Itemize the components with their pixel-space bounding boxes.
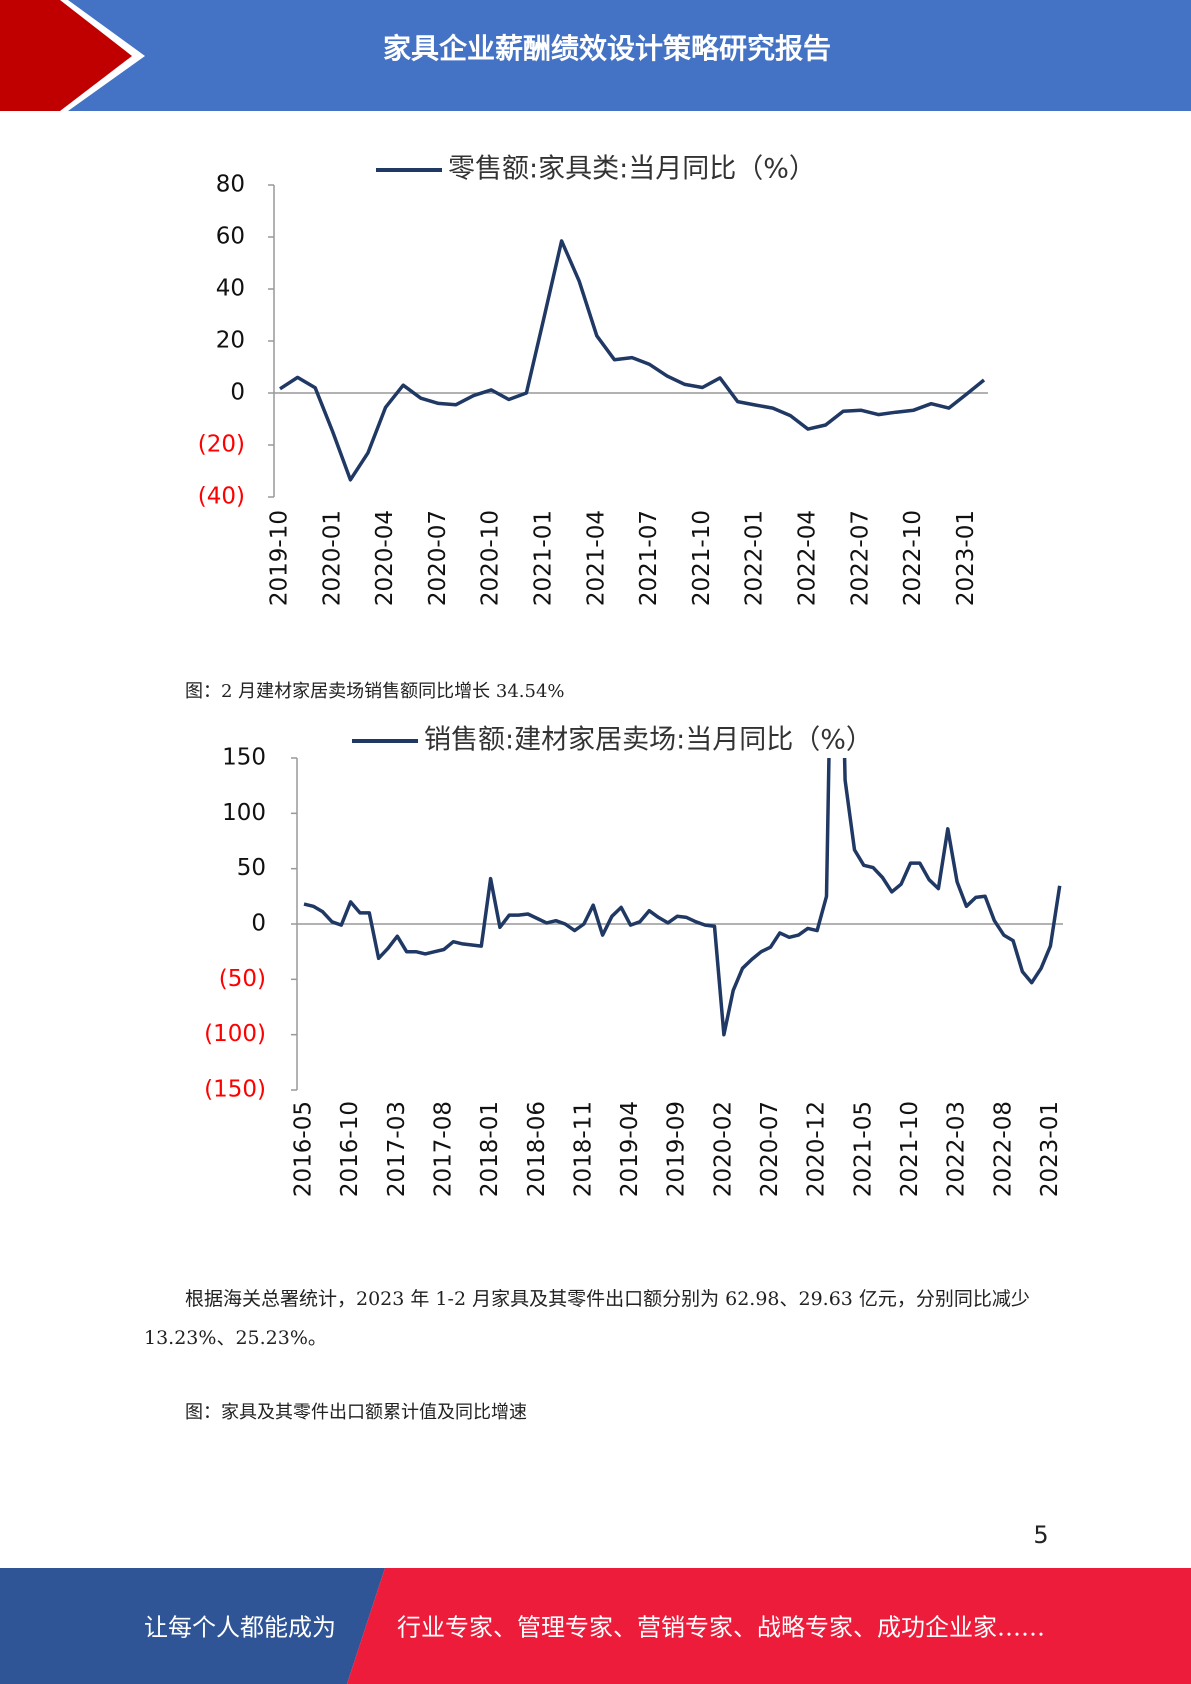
x-tick-label: 2020-07: [757, 1101, 783, 1197]
y-tick-label: (150): [204, 1077, 266, 1103]
x-tick-label: 2021-01: [531, 510, 557, 606]
y-tick-label: (40): [198, 484, 245, 510]
caption: 图：2 月建材家居卖场销售额同比增长 34.54%: [185, 681, 565, 702]
x-tick-label: 2017-03: [384, 1101, 410, 1197]
series-line: [303, 758, 1062, 1037]
x-tick-label: 2020-12: [804, 1101, 830, 1197]
x-tick-label: 2021-07: [636, 510, 662, 606]
y-tick-label: 20: [216, 328, 245, 354]
x-tick-label: 2018-06: [524, 1101, 550, 1197]
x-tick-label: 2021-05: [850, 1101, 876, 1197]
y-tick-label: (20): [198, 432, 245, 458]
footer-left: 让每个人都能成为: [144, 1614, 336, 1642]
x-tick-label: 2022-08: [990, 1101, 1016, 1197]
x-tick-label: 2020-10: [478, 510, 504, 606]
y-tick-label: 0: [230, 380, 245, 406]
x-tick-label: 2022-04: [795, 510, 821, 606]
footer-right: 行业专家、管理专家、营销专家、战略专家、成功企业家……: [397, 1614, 1045, 1642]
y-tick-label: 0: [251, 911, 266, 937]
y-tick-label: 60: [216, 224, 245, 250]
x-tick-label: 2020-04: [372, 510, 398, 606]
x-tick-label: 2020-01: [319, 510, 345, 606]
paragraph: 根据海关总署统计，2023 年 1-2 月家具及其零件出口额分别为 62.98、…: [144, 1288, 1030, 1349]
x-tick-label: 2019-09: [664, 1101, 690, 1197]
header-mark: [0, 0, 132, 111]
caption: 图：家具及其零件出口额累计值及同比增速: [185, 1402, 527, 1423]
x-tick-label: 2019-04: [617, 1101, 643, 1197]
x-tick-label: 2021-04: [583, 510, 609, 606]
x-tick-label: 2016-10: [337, 1101, 363, 1197]
x-tick-label: 2018-01: [477, 1101, 503, 1197]
y-tick-label: 40: [216, 276, 245, 302]
legend-label: 零售额:家具类:当月同比（%）: [448, 154, 816, 185]
x-tick-label: 2019-10: [267, 510, 293, 606]
x-tick-label: 2018-11: [570, 1101, 596, 1197]
x-tick-label: 2021-10: [689, 510, 715, 606]
y-tick-label: 100: [222, 800, 266, 826]
x-tick-label: 2022-07: [847, 510, 873, 606]
header-title: 家具企业薪酬绩效设计策略研究报告: [383, 32, 831, 65]
footer-right-band: [347, 1568, 1191, 1684]
x-tick-label: 2022-01: [742, 510, 768, 606]
y-tick-label: (100): [204, 1021, 266, 1047]
x-tick-label: 2017-08: [430, 1101, 456, 1197]
x-tick-label: 2021-10: [897, 1101, 923, 1197]
header-band: [0, 0, 1191, 111]
x-tick-label: 2020-07: [425, 510, 451, 606]
x-tick-label: 2023-01: [1037, 1101, 1063, 1197]
x-tick-label: 2022-10: [900, 510, 926, 606]
series-line: [279, 239, 986, 482]
page-number: 5: [1033, 1521, 1048, 1549]
x-tick-label: 2020-02: [710, 1101, 736, 1197]
y-tick-label: 150: [222, 745, 266, 771]
footer-left-band: [0, 1568, 385, 1684]
x-tick-label: 2023-01: [953, 510, 979, 606]
x-tick-label: 2022-03: [944, 1101, 970, 1197]
y-tick-label: 50: [237, 855, 266, 881]
legend-label: 销售额:建材家居卖场:当月同比（%）: [424, 725, 873, 756]
y-tick-label: 80: [216, 172, 245, 198]
y-tick-label: (50): [219, 966, 266, 992]
charts: (40) (20) 0 20 40 60 80 2019-10 2020-01 2020-04 20…: [198, 154, 1063, 1197]
x-tick-label: 2016-05: [291, 1101, 317, 1197]
